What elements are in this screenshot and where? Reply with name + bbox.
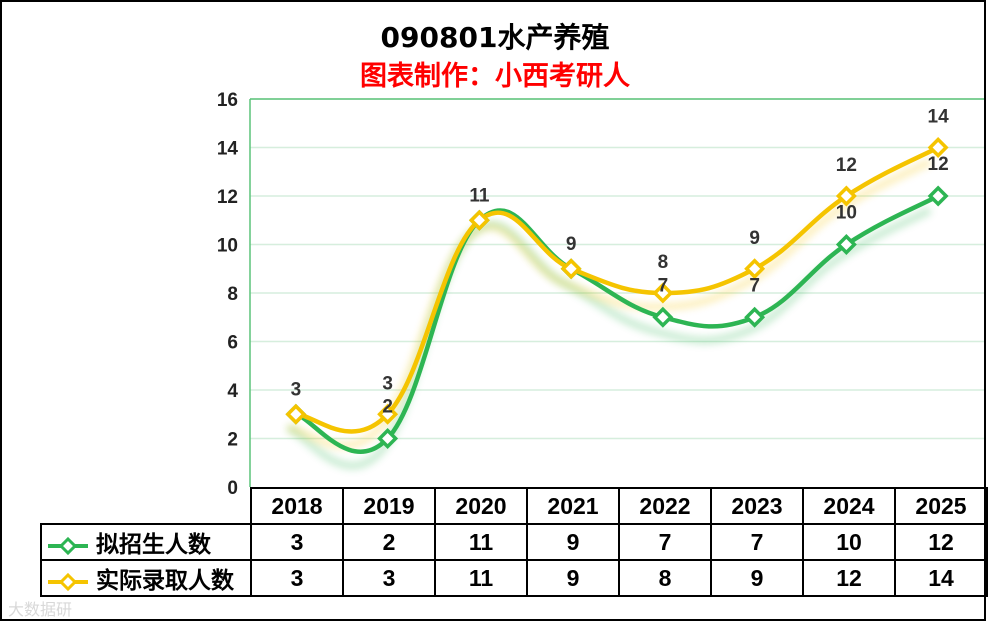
table-cell: 3 [250,559,344,597]
legend-marker-icon [48,536,88,556]
legend-label: 实际录取人数 [96,567,234,593]
data-point-admitted [927,137,949,158]
y-tick-label: 8 [227,284,238,305]
data-label-admitted: 12 [836,155,857,176]
legend-entry-admitted: 实际录取人数 [40,559,252,597]
table-cell: 7 [710,523,804,561]
table-cell: 11 [434,559,528,597]
data-point-planned [835,234,857,255]
legend-entry-planned: 拟招生人数 [40,523,252,561]
legend-label: 拟招生人数 [96,531,211,557]
data-point-admitted [835,185,857,207]
table-cell: 2 [342,523,436,561]
x-tick-label: 2024 [802,487,896,525]
x-tick-label: 2020 [434,487,528,525]
x-tick-label: 2025 [894,487,988,525]
y-tick-label: 10 [217,236,238,257]
data-label: 3 [291,379,302,400]
x-tick-label: 2019 [342,487,436,525]
data-label: 9 [566,234,577,255]
chart-title: 090801水产养殖 [380,21,610,54]
data-point-planned [377,428,399,449]
data-label-planned: 7 [658,275,669,296]
data-label-admitted: 8 [658,252,669,273]
data-point-admitted [468,209,490,231]
table-row: 拟招生人数 3 2 11 9 7 7 10 12 [40,523,988,561]
table-cell: 7 [618,523,712,561]
data-table: 2018 2019 2020 2021 2022 2023 2024 2025 拟招生人数 3 2 1… [40,487,988,597]
data-point-admitted [652,282,674,304]
data-label-planned: 12 [928,154,949,175]
table-cell: 12 [802,559,896,597]
data-label-planned: 10 [836,203,857,224]
table-cell: 9 [710,559,804,597]
data-label-planned: 2 [382,397,393,418]
data-label-admitted: 14 [928,107,950,128]
table-row: 实际录取人数 3 3 11 9 8 9 12 14 [40,559,988,597]
table-cell: 8 [618,559,712,597]
y-tick-label: 4 [227,381,238,402]
x-tick-label: 2021 [526,487,620,525]
table-cell: 3 [250,523,344,561]
data-point-planned [652,306,674,328]
data-label-admitted: 3 [382,373,393,394]
y-tick-label: 14 [217,139,239,160]
y-tick-label: 16 [217,90,238,111]
table-corner [41,488,252,525]
data-point-admitted [560,258,582,280]
x-tick-label: 2018 [250,487,344,525]
data-point-admitted [285,403,307,425]
data-point-admitted [377,403,399,425]
table-cell: 14 [894,559,988,597]
y-tick-label: 6 [227,333,238,354]
y-tick-label: 12 [217,187,238,208]
x-tick-label: 2023 [710,487,804,525]
chart-subtitle: 图表制作：小西考研人 [360,61,630,92]
table-cell: 10 [802,523,896,561]
data-point-planned [927,185,949,207]
data-label-admitted: 9 [749,228,760,249]
x-tick-label: 2022 [618,487,712,525]
table-cell: 3 [342,559,436,597]
watermark: 大数据研 [8,600,73,619]
y-tick-label: 2 [227,430,238,451]
table-cell: 12 [894,523,988,561]
data-point-admitted [744,258,766,280]
table-cell: 9 [526,559,620,597]
data-label: 11 [469,185,490,206]
data-label-planned: 7 [749,275,760,296]
table-cell: 9 [526,523,620,561]
legend-marker-icon [48,572,88,592]
data-point-planned [744,306,766,328]
table-cell: 11 [434,523,528,561]
